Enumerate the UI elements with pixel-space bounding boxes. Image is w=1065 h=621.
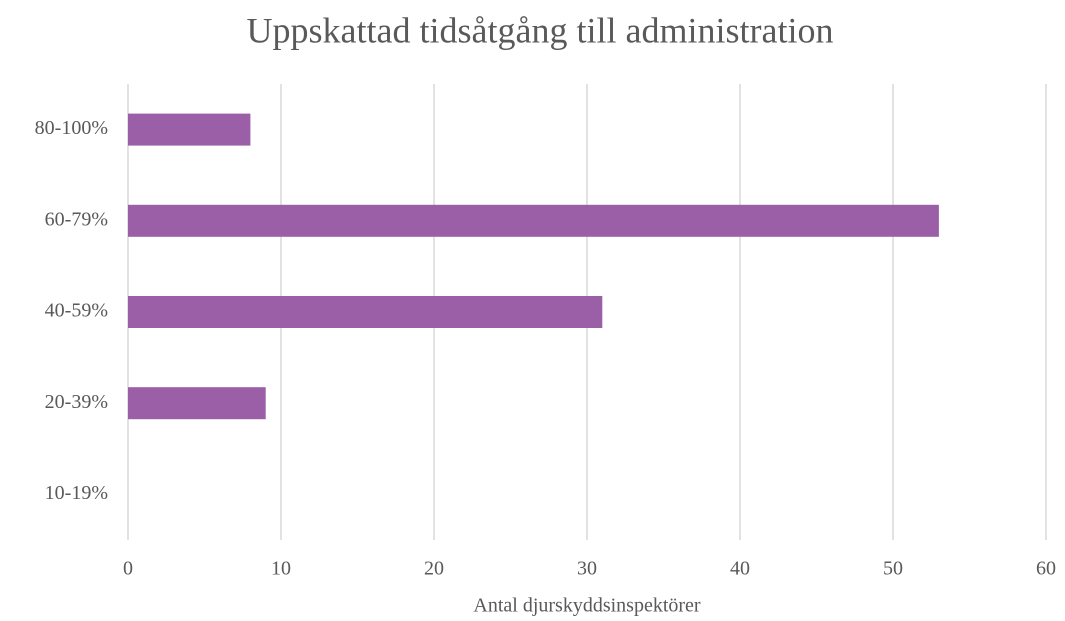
x-tick-label: 60 [1036,558,1056,580]
chart-title: Uppskattad tidsåtgång till administratio… [247,10,834,50]
bar [128,204,939,237]
y-tick-label: 60-79% [45,208,108,230]
x-tick-label: 50 [883,558,903,580]
x-tick-label: 20 [424,558,444,580]
x-axis-label: Antal djurskyddsinspektörer [473,595,701,617]
x-tick-label: 10 [271,558,291,580]
x-tick-label: 30 [577,558,597,580]
y-tick-label: 10-19% [45,482,108,504]
bar [128,296,603,328]
bar [128,113,251,146]
bar [128,387,266,420]
x-tick-label: 0 [123,558,133,580]
y-tick-label: 20-39% [45,391,108,413]
x-tick-label: 40 [730,558,750,580]
y-tick-label: 40-59% [45,300,108,322]
y-tick-label: 80-100% [35,117,108,139]
